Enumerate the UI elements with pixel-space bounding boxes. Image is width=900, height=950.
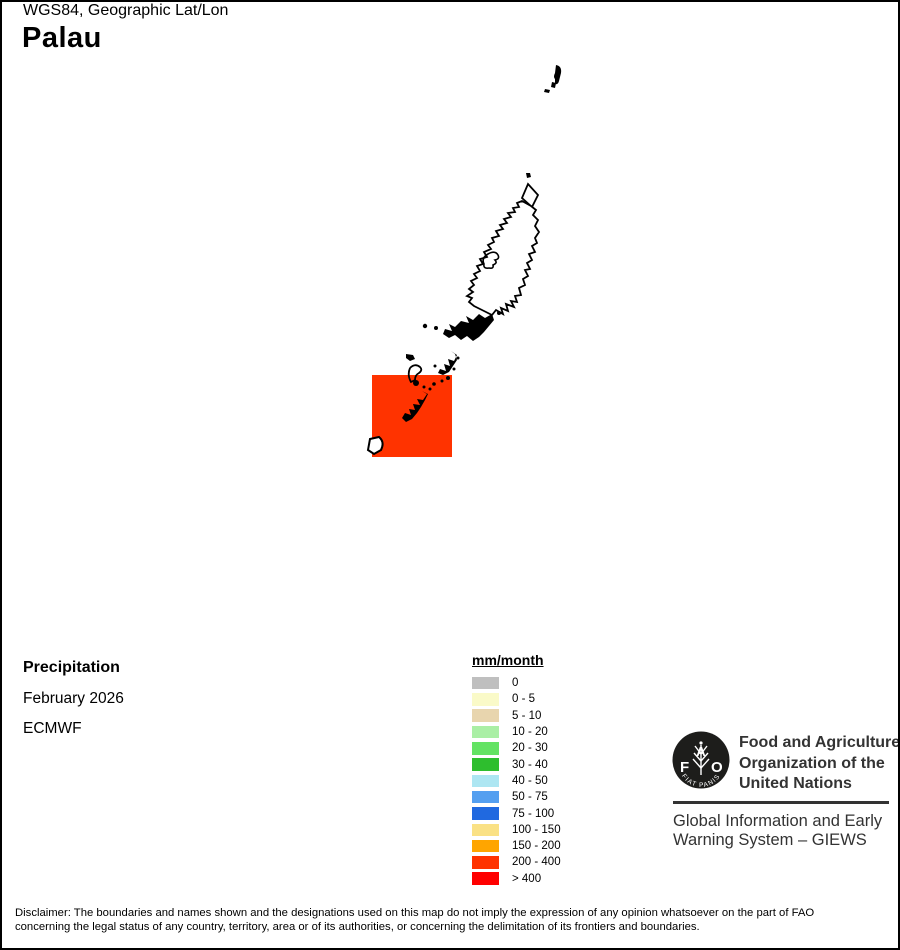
page-title: Palau bbox=[22, 22, 102, 54]
legend-item: 40 - 50 bbox=[472, 773, 561, 789]
fao-org-name: Food and Agriculture Organization of the… bbox=[739, 733, 900, 795]
koror-islet bbox=[422, 323, 428, 329]
legend-label: 10 - 20 bbox=[512, 726, 548, 739]
legend-swatch bbox=[472, 758, 499, 771]
wheat-grain bbox=[699, 741, 703, 745]
islet bbox=[452, 367, 456, 371]
legend-swatch bbox=[472, 774, 499, 788]
hook-island-outline bbox=[407, 364, 423, 384]
legend-label: 0 bbox=[512, 677, 519, 690]
peleliu-island bbox=[402, 391, 428, 422]
legend-swatch bbox=[472, 709, 499, 722]
palau-map bbox=[366, 65, 562, 457]
wheat-ear-icon bbox=[692, 745, 710, 775]
islet bbox=[440, 379, 444, 383]
fao-logo: F A O FIAT PANIS bbox=[672, 731, 730, 789]
info-product: Precipitation bbox=[23, 659, 120, 676]
legend-item: 20 - 30 bbox=[472, 740, 561, 756]
north-islet bbox=[526, 173, 531, 178]
legend-label: 30 - 40 bbox=[512, 758, 548, 771]
legend-swatch bbox=[472, 839, 499, 853]
lake-ngardok bbox=[482, 251, 500, 269]
legend-label: 100 - 150 bbox=[512, 823, 561, 836]
giews-caption: Global Information and Early Warning Sys… bbox=[673, 812, 882, 850]
legend-swatch bbox=[472, 790, 499, 804]
legend-swatch bbox=[472, 872, 499, 885]
legend-label: 150 - 200 bbox=[512, 840, 561, 853]
legend-item: > 400 bbox=[472, 871, 561, 887]
legend-swatch bbox=[472, 742, 499, 755]
west-islet bbox=[406, 354, 415, 361]
info-projection: WGS84, Geographic Lat/Lon bbox=[23, 2, 229, 19]
legend-swatch bbox=[472, 693, 499, 706]
legend-label: 200 - 400 bbox=[512, 856, 561, 869]
rock-islands bbox=[438, 351, 457, 375]
legend-item: 10 - 20 bbox=[472, 724, 561, 740]
disclaimer-line: Disclaimer: The boundaries and names sho… bbox=[15, 907, 815, 919]
legend-label: 0 - 5 bbox=[512, 693, 536, 706]
legend-label: 5 - 10 bbox=[512, 709, 542, 722]
legend: mm/month 0 0 - 5 5 - 10 10 - 20 20 - 30 30 - … bbox=[472, 652, 561, 887]
legend-item: 0 bbox=[472, 675, 561, 691]
koror-islands bbox=[443, 314, 494, 341]
angaur-island-outline bbox=[366, 435, 384, 456]
islet bbox=[432, 382, 436, 386]
islet bbox=[422, 385, 426, 389]
legend-item: 0 - 5 bbox=[472, 691, 561, 707]
fao-org-line: United Nations bbox=[739, 775, 852, 792]
rock-islet bbox=[433, 364, 437, 368]
giews-line: Warning System – GIEWS bbox=[673, 831, 867, 849]
legend-swatch bbox=[472, 725, 499, 739]
legend-swatch bbox=[472, 823, 499, 837]
legend-label: 20 - 30 bbox=[512, 742, 548, 755]
legend-item: 150 - 200 bbox=[472, 838, 561, 854]
info-source: ECMWF bbox=[23, 720, 82, 737]
legend-title: mm/month bbox=[472, 652, 544, 668]
babeldaob-island-outline bbox=[465, 200, 541, 317]
disclaimer-line: concerning the legal status of any count… bbox=[15, 920, 700, 933]
legend-item: 75 - 100 bbox=[472, 805, 561, 821]
legend-label: 50 - 75 bbox=[512, 791, 548, 804]
legend-item: 30 - 40 bbox=[472, 756, 561, 772]
fao-org-line: Organization of the bbox=[739, 754, 885, 772]
giews-line: Global Information and Early bbox=[673, 812, 883, 830]
legend-items: 0 0 - 5 5 - 10 10 - 20 20 - 30 30 - 40 40 - 50… bbox=[472, 675, 561, 887]
islet bbox=[413, 380, 419, 386]
legend-swatch bbox=[472, 856, 499, 869]
fao-logo-letter-f: F bbox=[680, 759, 689, 776]
info-period: February 2026 bbox=[23, 690, 124, 707]
fao-org-line: Food and Agriculture bbox=[739, 734, 900, 751]
legend-item: 50 - 75 bbox=[472, 789, 561, 805]
rock-islet bbox=[456, 356, 460, 360]
disclaimer: Disclaimer: The boundaries and names sho… bbox=[15, 907, 814, 934]
legend-item: 5 - 10 bbox=[472, 708, 561, 724]
fao-divider-rule bbox=[673, 801, 889, 804]
legend-swatch bbox=[472, 807, 499, 820]
legend-item: 100 - 150 bbox=[472, 822, 561, 838]
fao-logo-letter-o: O bbox=[711, 759, 723, 776]
islet bbox=[428, 387, 432, 391]
legend-label: > 400 bbox=[512, 872, 542, 885]
legend-swatch bbox=[472, 676, 499, 690]
legend-label: 40 - 50 bbox=[512, 774, 548, 787]
kayangel-atoll bbox=[544, 65, 562, 93]
legend-label: 75 - 100 bbox=[512, 807, 555, 820]
fao-logo-letter-a: A bbox=[696, 744, 706, 759]
koror-islet bbox=[497, 311, 501, 315]
islet bbox=[446, 376, 450, 380]
legend-item: 200 - 400 bbox=[472, 854, 561, 870]
koror-islet bbox=[434, 326, 438, 330]
